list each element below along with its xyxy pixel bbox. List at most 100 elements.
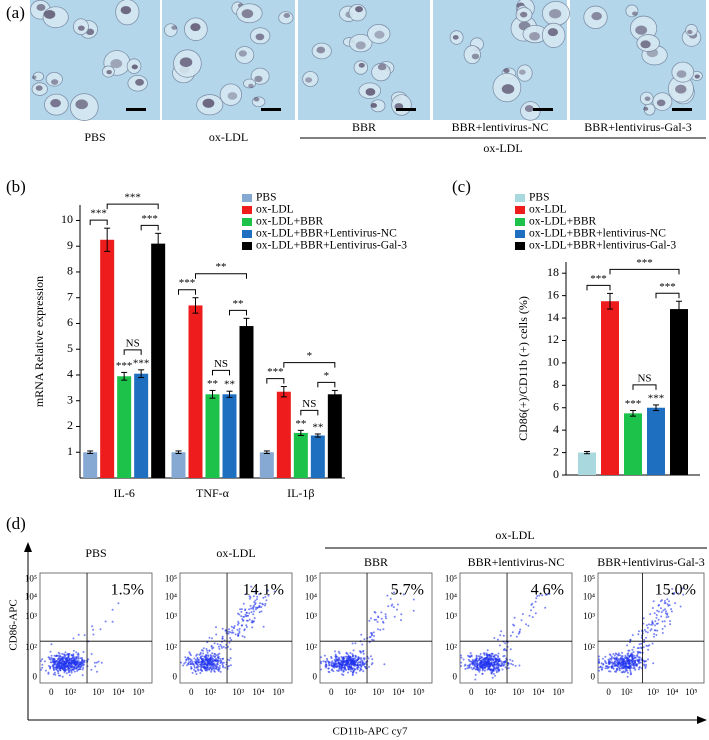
event-dot bbox=[70, 659, 73, 662]
event-dot bbox=[671, 587, 674, 590]
event-dot bbox=[530, 609, 532, 612]
cell-nucleus bbox=[316, 46, 326, 54]
event-dot bbox=[79, 665, 82, 668]
event-dot bbox=[645, 624, 648, 627]
event-dot bbox=[248, 595, 251, 598]
event-dot bbox=[61, 664, 63, 667]
event-dot bbox=[608, 659, 611, 662]
event-dot bbox=[61, 675, 64, 678]
event-dot bbox=[248, 612, 251, 615]
y-tick-label: 10⁵ bbox=[445, 574, 457, 584]
event-dot bbox=[490, 668, 493, 671]
event-dot bbox=[72, 637, 75, 640]
cell-nucleus bbox=[36, 3, 46, 11]
event-dot bbox=[547, 592, 550, 595]
event-dot bbox=[64, 669, 67, 672]
event-dot bbox=[351, 642, 354, 645]
event-dot bbox=[483, 652, 486, 655]
x-tick-label: 0 bbox=[189, 687, 194, 697]
event-dot bbox=[647, 658, 649, 661]
event-dot bbox=[481, 672, 484, 675]
event-dot bbox=[357, 661, 360, 664]
cell-nucleus bbox=[632, 11, 638, 16]
event-dot bbox=[525, 623, 528, 626]
event-dot bbox=[479, 662, 482, 665]
event-dot bbox=[488, 665, 490, 668]
event-dot bbox=[351, 659, 354, 662]
event-dot bbox=[56, 659, 59, 662]
y-tick-label: 0 bbox=[553, 467, 559, 481]
significance-bracket bbox=[300, 409, 319, 416]
event-dot bbox=[340, 666, 343, 669]
event-dot bbox=[49, 666, 51, 669]
cell-nucleus bbox=[503, 68, 510, 74]
event-dot bbox=[202, 652, 205, 655]
event-dot bbox=[273, 590, 276, 593]
event-dot bbox=[509, 658, 512, 661]
event-dot bbox=[229, 637, 232, 639]
x-tick-label: 10⁴ bbox=[392, 687, 404, 697]
event-dot bbox=[80, 661, 83, 664]
event-dot bbox=[610, 657, 613, 660]
legend-swatch bbox=[242, 206, 252, 214]
event-dot bbox=[44, 669, 47, 672]
event-dot bbox=[191, 671, 194, 674]
event-dot bbox=[337, 670, 340, 673]
event-dot bbox=[396, 608, 398, 611]
x-tick-label: 0 bbox=[606, 687, 611, 697]
cell-nucleus bbox=[254, 75, 263, 83]
legend-swatch bbox=[515, 218, 525, 226]
event-dot bbox=[343, 660, 346, 663]
plot-title: BBR+lentivirus-NC bbox=[468, 555, 565, 569]
event-dot bbox=[504, 666, 507, 669]
event-dot bbox=[496, 654, 499, 657]
event-dot bbox=[236, 628, 239, 631]
event-dot bbox=[67, 666, 70, 669]
event-dot bbox=[617, 652, 620, 655]
event-dot bbox=[53, 666, 55, 669]
cell-nucleus bbox=[358, 62, 365, 68]
event-dot bbox=[61, 666, 64, 669]
event-dot bbox=[478, 659, 481, 662]
event-dot bbox=[598, 669, 600, 672]
event-dot bbox=[663, 600, 666, 602]
event-dot bbox=[660, 607, 662, 610]
event-dot bbox=[221, 637, 224, 640]
event-dot bbox=[673, 592, 676, 594]
legend-swatch bbox=[515, 230, 525, 238]
event-dot bbox=[667, 615, 670, 618]
event-dot bbox=[111, 620, 114, 623]
bracket-label: *** bbox=[141, 213, 158, 225]
y-tick-label: 10⁴ bbox=[305, 591, 317, 601]
event-dot bbox=[219, 657, 222, 660]
event-dot bbox=[483, 653, 486, 656]
event-dot bbox=[239, 608, 242, 611]
event-dot bbox=[638, 651, 640, 654]
event-dot bbox=[242, 602, 245, 605]
bracket-label: *** bbox=[267, 366, 284, 378]
event-dot bbox=[620, 659, 622, 662]
event-dot bbox=[357, 666, 360, 669]
x-tick-label: 10³ bbox=[647, 687, 659, 697]
cell-nucleus bbox=[374, 30, 385, 39]
event-dot bbox=[487, 668, 490, 670]
event-dot bbox=[492, 672, 495, 675]
event-dot bbox=[655, 614, 658, 616]
event-dot bbox=[626, 669, 629, 672]
event-dot bbox=[221, 635, 224, 638]
event-dot bbox=[78, 661, 81, 664]
event-dot bbox=[211, 652, 214, 655]
y-tick-label: 6 bbox=[553, 399, 559, 413]
cell-nucleus bbox=[694, 74, 700, 79]
panel-label: (c) bbox=[452, 177, 471, 196]
cell bbox=[219, 83, 243, 106]
event-dot bbox=[202, 649, 204, 652]
event-dot bbox=[238, 613, 241, 616]
event-dot bbox=[363, 665, 366, 668]
event-dot bbox=[79, 657, 82, 660]
event-dot bbox=[361, 643, 364, 646]
event-dot bbox=[342, 670, 345, 673]
event-dot bbox=[482, 668, 484, 671]
y-tick-label: 4 bbox=[67, 367, 73, 381]
event-dot bbox=[57, 651, 60, 654]
